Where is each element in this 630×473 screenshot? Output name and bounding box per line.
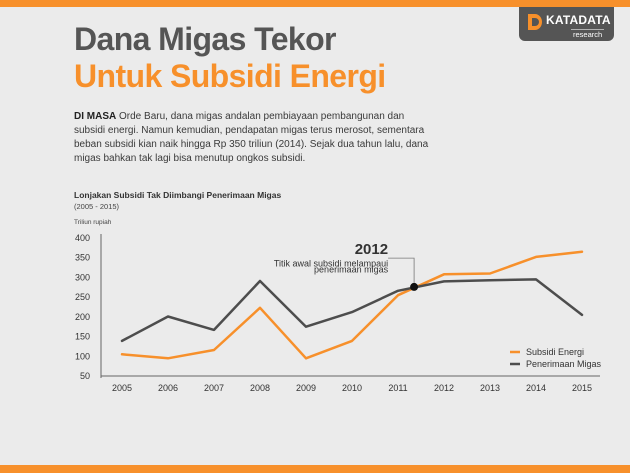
legend-label: Penerimaan Migas: [526, 359, 602, 369]
y-tick-label: 150: [75, 332, 90, 342]
y-tick-label: 50: [80, 371, 90, 381]
x-tick-label: 2006: [158, 383, 178, 393]
chart-title: Lonjakan Subsidi Tak Diimbangi Penerimaa…: [74, 190, 282, 200]
y-tick-label: 200: [75, 312, 90, 322]
annotation-year: 2012: [355, 241, 388, 258]
katadata-d-icon: [528, 14, 542, 30]
y-tick-label: 300: [75, 272, 90, 282]
x-tick-label: 2009: [296, 383, 316, 393]
y-tick-label: 250: [75, 292, 90, 302]
lede-lead: DI MASA: [74, 111, 117, 122]
lede-paragraph: DI MASA Orde Baru, dana migas andalan pe…: [74, 110, 434, 166]
y-axis-unit-label: Triliun rupiah: [74, 219, 112, 226]
annotation-text-line1: Titik awal subsidi melampaui: [274, 258, 388, 268]
headline-line2: Untuk Subsidi Energi: [74, 58, 386, 94]
chart-subtitle: (2005 - 2015): [74, 202, 120, 211]
y-tick-label: 350: [75, 253, 90, 263]
penerimaan-migas-line: [120, 278, 584, 343]
x-tick-label: 2015: [572, 383, 592, 393]
x-tick-label: 2014: [526, 383, 546, 393]
x-tick-label: 2011: [388, 383, 407, 393]
x-tick-label: 2007: [204, 383, 224, 393]
lede-text: Orde Baru, dana migas andalan pembiayaan…: [74, 111, 429, 164]
subsidi-energi-line: [120, 250, 584, 360]
bottom-accent-strip: [0, 465, 630, 473]
y-tick-label: 100: [75, 351, 90, 361]
crossing-point-marker: [410, 282, 419, 291]
logo-subtext: research: [571, 29, 605, 39]
x-tick-label: 2012: [434, 383, 454, 393]
legend-label: Subsidi Energi: [526, 347, 584, 357]
top-accent-strip: [0, 0, 630, 7]
y-tick-label: 400: [75, 233, 90, 243]
x-tick-label: 2005: [112, 383, 132, 393]
annotation-leader-line: [388, 257, 415, 283]
x-tick-label: 2010: [342, 383, 362, 393]
x-tick-label: 2013: [480, 383, 500, 393]
annotation-text-line2: penerimaan migas: [314, 265, 389, 275]
headline-line1: Dana Migas Tekor: [74, 21, 336, 57]
x-tick-label: 2008: [250, 383, 270, 393]
katadata-logo: KATADATA research: [519, 7, 614, 41]
logo-text: KATADATA: [546, 13, 611, 27]
